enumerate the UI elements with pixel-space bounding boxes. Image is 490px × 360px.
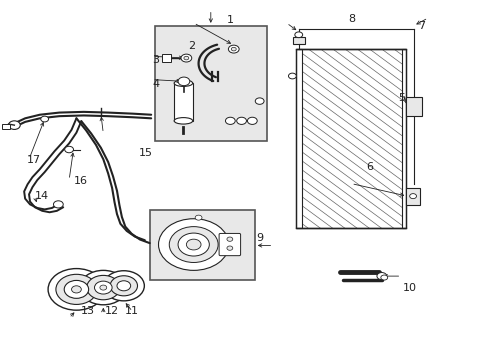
Circle shape [103,271,145,301]
Circle shape [255,98,264,104]
Circle shape [117,281,131,291]
Circle shape [227,237,233,241]
FancyBboxPatch shape [219,233,241,256]
Text: 12: 12 [105,306,119,316]
Circle shape [227,246,233,250]
Text: 13: 13 [81,306,95,316]
Bar [150,211,255,280]
Circle shape [195,215,202,220]
Bar [296,49,406,228]
Text: 5: 5 [398,93,405,103]
Ellipse shape [174,118,193,124]
Circle shape [181,54,192,62]
Circle shape [110,276,138,296]
Text: 10: 10 [403,283,417,293]
Circle shape [41,116,49,122]
Bar [155,26,267,140]
Text: 2: 2 [188,41,195,50]
Text: 9: 9 [256,233,263,243]
Circle shape [381,275,388,280]
Circle shape [228,45,239,53]
Circle shape [72,286,81,293]
Circle shape [186,239,201,250]
Circle shape [53,201,63,208]
Circle shape [237,117,246,125]
Circle shape [231,47,236,51]
Text: 7: 7 [418,21,425,31]
Circle shape [64,280,89,298]
Circle shape [80,270,127,305]
Text: 3: 3 [152,55,160,65]
Bar [402,49,406,228]
FancyBboxPatch shape [406,188,420,205]
Bar [162,54,171,62]
Text: 15: 15 [139,148,153,158]
FancyBboxPatch shape [406,97,422,116]
Bar [174,83,193,121]
Circle shape [178,77,190,86]
Bar [293,37,305,44]
Circle shape [87,275,120,300]
Circle shape [8,121,20,130]
Text: 4: 4 [152,79,160,89]
Circle shape [178,233,209,256]
Circle shape [159,219,229,270]
Circle shape [169,226,218,262]
Ellipse shape [174,80,193,86]
Text: 6: 6 [366,162,373,172]
Circle shape [65,146,74,153]
Circle shape [289,73,296,79]
Circle shape [184,56,189,60]
Circle shape [247,117,257,125]
Circle shape [410,194,416,199]
Text: 1: 1 [227,15,234,26]
Circle shape [377,273,387,280]
Circle shape [100,285,107,290]
Text: 11: 11 [124,306,139,316]
Circle shape [95,281,112,294]
Text: 8: 8 [348,14,355,24]
Text: 17: 17 [27,155,41,165]
Bar [296,49,302,228]
Circle shape [295,32,303,38]
Circle shape [48,269,105,310]
Text: 16: 16 [74,176,88,186]
Circle shape [225,117,235,125]
Circle shape [56,274,97,305]
Text: 14: 14 [35,191,49,201]
Bar [1,125,10,130]
